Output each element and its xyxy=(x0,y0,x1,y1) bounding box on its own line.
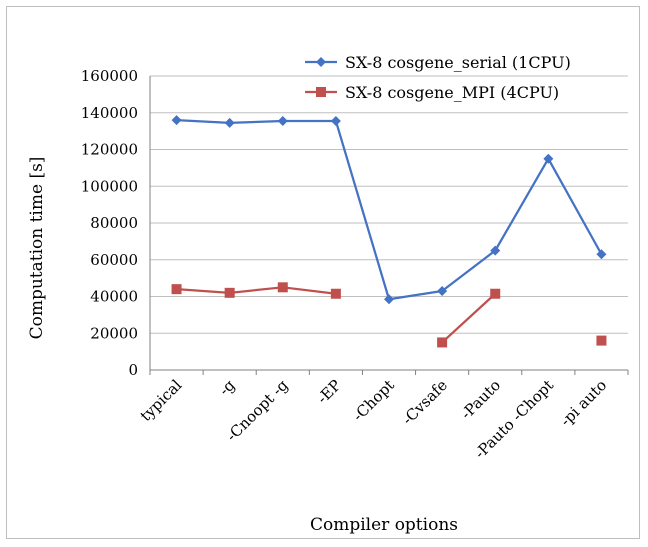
series-2 xyxy=(171,282,607,348)
x-tick-label: -Chopt xyxy=(349,376,398,425)
y-tick-label: 60000 xyxy=(90,251,138,269)
data-point xyxy=(384,294,394,305)
data-point xyxy=(224,287,235,298)
x-tick-label: -Cvsafe xyxy=(399,376,451,428)
data-point xyxy=(277,116,288,127)
data-point xyxy=(596,335,607,346)
y-tick-label: 0 xyxy=(128,361,138,379)
y-tick-label: 140000 xyxy=(81,104,138,122)
series-layer xyxy=(171,115,607,348)
data-point xyxy=(437,285,448,296)
data-point xyxy=(330,288,341,299)
data-point xyxy=(543,153,554,164)
y-tick-label: 100000 xyxy=(81,177,138,195)
data-point xyxy=(437,337,448,348)
x-tick-label: -pi auto xyxy=(557,376,611,430)
series-line xyxy=(176,118,603,301)
y-axis-title: Computation time [s] xyxy=(27,157,47,340)
data-point xyxy=(277,282,288,293)
data-point xyxy=(490,245,501,256)
legend: SX-8 cosgene_serial (1CPU) SX-8 cosgene_M… xyxy=(305,53,571,102)
series-line xyxy=(176,286,337,295)
y-tick-label: 80000 xyxy=(90,214,138,232)
x-axis-title: Compiler options xyxy=(310,515,458,535)
x-tick-label: typical xyxy=(137,376,186,425)
legend-label: SX-8 cosgene_MPI (4CPU) xyxy=(345,83,559,102)
x-tick-label: -g xyxy=(215,376,238,399)
legend-label: SX-8 cosgene_serial (1CPU) xyxy=(345,53,571,72)
y-tick-label: 20000 xyxy=(90,324,138,342)
x-tick-label: -Pauto xyxy=(457,376,504,423)
series-line xyxy=(441,292,496,344)
data-point xyxy=(330,116,341,127)
legend-marker xyxy=(316,57,326,67)
x-tick-label: -EP xyxy=(314,376,345,407)
axes: 0 20000 40000 60000 80000 100000 120000 140000 1… xyxy=(81,67,629,462)
y-tick-label: 160000 xyxy=(81,67,138,85)
y-tick-label: 120000 xyxy=(81,141,138,159)
data-point xyxy=(171,115,182,126)
series-1 xyxy=(171,115,607,305)
y-tick-label: 40000 xyxy=(90,288,138,306)
data-point xyxy=(224,117,235,128)
data-point xyxy=(171,284,182,295)
legend-marker xyxy=(316,87,326,97)
data-point xyxy=(490,288,501,299)
data-point xyxy=(596,249,607,260)
